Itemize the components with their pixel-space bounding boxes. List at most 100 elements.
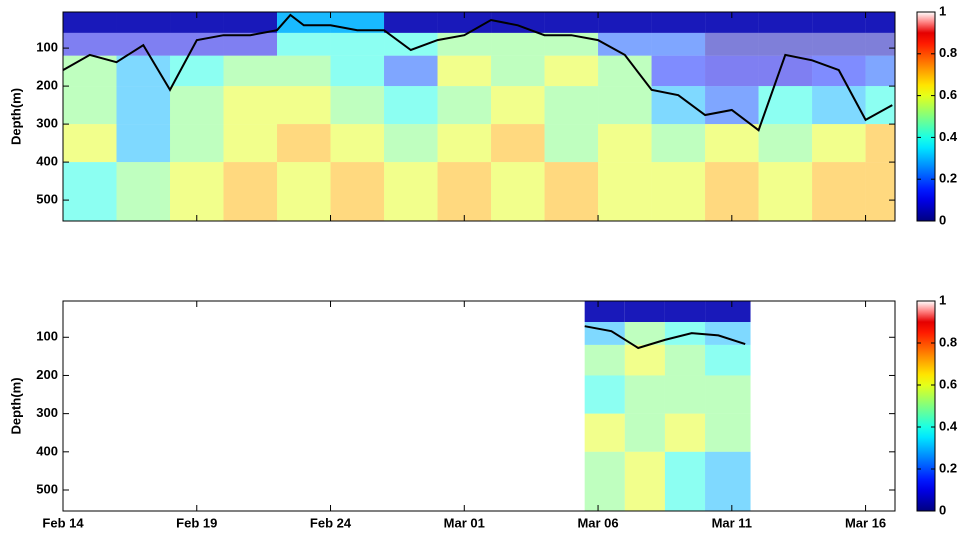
colorbar <box>916 300 936 512</box>
y-tick-label: 200 <box>36 78 58 93</box>
heatmap-cell <box>384 124 438 163</box>
heatmap-cell <box>624 375 665 414</box>
x-tick-label: Feb 19 <box>176 515 217 530</box>
heatmap-cell <box>384 32 438 56</box>
colorbar-label: 0.4 <box>939 418 958 433</box>
heatmap-cell <box>491 32 545 56</box>
heatmap-cell <box>664 322 706 345</box>
heatmap-cell <box>705 413 751 452</box>
heatmap-cell <box>598 55 652 87</box>
heatmap-cell <box>116 55 171 87</box>
heatmap-cell <box>865 124 895 163</box>
y-tick-label: 400 <box>36 154 58 169</box>
heatmap-cell <box>705 301 751 322</box>
y-tick-label: 300 <box>36 116 58 131</box>
heatmap-cell <box>865 32 895 56</box>
heatmap-cell <box>277 12 331 33</box>
heatmap-cell <box>491 55 545 87</box>
colorbar-label: 1 <box>939 292 946 307</box>
y-tick-label: 300 <box>36 405 58 420</box>
colorbar-label: 1 <box>939 3 946 18</box>
heatmap-cell <box>63 12 117 33</box>
heatmap-cell <box>865 55 895 87</box>
heatmap-cell <box>584 344 625 376</box>
heatmap-cell <box>758 162 813 221</box>
heatmap-cell <box>584 375 625 414</box>
heatmap-cell <box>116 12 171 33</box>
colorbar-label: 0.4 <box>939 129 958 144</box>
heatmap-cell <box>491 86 545 125</box>
heatmap-cell <box>624 451 665 511</box>
plot-frame <box>62 300 896 512</box>
heatmap-cell <box>330 32 385 56</box>
heatmap-cell <box>384 86 438 125</box>
y-axis-label: Depth(m) <box>8 88 23 145</box>
heatmap-cell <box>865 12 895 33</box>
heatmap-cell <box>63 32 117 56</box>
heatmap-cell <box>170 124 224 163</box>
heatmap-cell <box>491 12 545 33</box>
y-tick-label: 200 <box>36 367 58 382</box>
colorbar-label: 0.2 <box>939 460 957 475</box>
heatmap-cell <box>664 301 706 322</box>
heatmap-cell <box>544 124 599 163</box>
heatmap-cell <box>812 162 866 221</box>
heatmap-cell <box>598 162 652 221</box>
heatmap-cell <box>277 162 331 221</box>
heatmap-cell <box>705 322 751 345</box>
heatmap-cell <box>223 162 278 221</box>
heatmap-cell <box>277 32 331 56</box>
heatmap-cell <box>223 86 278 125</box>
heatmap-cell <box>170 55 224 87</box>
heatmap-cell <box>705 451 751 511</box>
heatmap-cell <box>544 162 599 221</box>
heatmap-cell <box>651 162 706 221</box>
colorbar-label: 0.6 <box>939 376 957 391</box>
heatmap-cell <box>437 124 492 163</box>
mixed-layer-line <box>62 13 893 132</box>
y-tick-label: 500 <box>36 192 58 207</box>
heatmap-cell <box>330 162 385 221</box>
heatmap-cell <box>330 86 385 125</box>
heatmap-cell <box>437 162 492 221</box>
heatmap-cell <box>437 86 492 125</box>
heatmap <box>584 301 751 511</box>
heatmap-cell <box>584 301 625 322</box>
colorbar-label: 0 <box>939 212 946 227</box>
heatmap-cell <box>63 86 117 125</box>
heatmap-cell <box>664 375 706 414</box>
heatmap-cell <box>544 86 599 125</box>
x-tick-label: Mar 16 <box>845 515 886 530</box>
heatmap-cell <box>705 86 759 125</box>
y-tick-label: 100 <box>36 329 58 344</box>
heatmap-cell <box>812 124 866 163</box>
heatmap-cell <box>664 413 706 452</box>
heatmap-cell <box>705 32 759 56</box>
heatmap-cell <box>437 55 492 87</box>
mixed-layer-line <box>584 325 746 350</box>
heatmap-cell <box>223 124 278 163</box>
heatmap-cell <box>116 124 171 163</box>
heatmap-cell <box>705 55 759 87</box>
heatmap-cell <box>865 162 895 221</box>
heatmap-cell <box>170 12 224 33</box>
colorbar-label: 0.8 <box>939 334 957 349</box>
heatmap-cell <box>170 86 224 125</box>
heatmap-cell <box>544 32 599 56</box>
heatmap-cell <box>664 451 706 511</box>
heatmap-cell <box>384 162 438 221</box>
colorbar <box>916 11 936 222</box>
x-tick-label: Mar 06 <box>577 515 618 530</box>
heatmap-cell <box>277 55 331 87</box>
heatmap-cell <box>624 344 665 376</box>
heatmap-cell <box>705 344 751 376</box>
heatmap-cell <box>812 12 866 33</box>
plot-frame <box>62 11 896 222</box>
heatmap-cell <box>384 55 438 87</box>
heatmap-cell <box>584 451 625 511</box>
heatmap-cell <box>437 32 492 56</box>
colorbar-label: 0 <box>939 502 946 517</box>
heatmap-cell <box>812 32 866 56</box>
colorbar-label: 0.8 <box>939 45 957 60</box>
